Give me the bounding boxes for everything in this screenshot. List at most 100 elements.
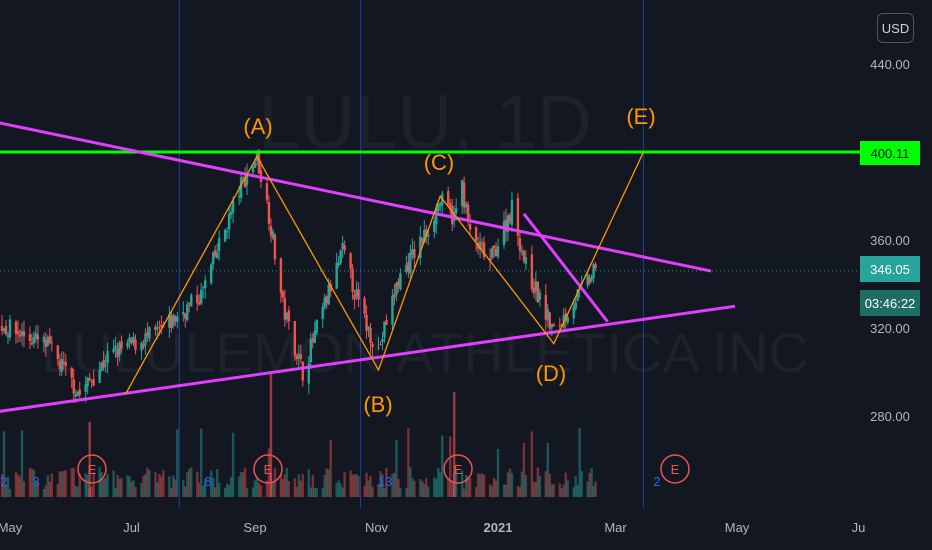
volume-bar [548,473,551,497]
candle-body [379,344,382,346]
candle-body [0,326,4,331]
time-axis[interactable]: May Jul Sep Nov 2021 Mar May Ju [0,520,865,535]
volume-bar [142,475,145,497]
candle-body [474,227,478,242]
candle-body [114,345,117,349]
volume-bar [349,470,352,497]
volume-bar [379,470,382,497]
candle-body [449,203,452,209]
volume-bar [44,485,48,497]
candle-body [421,237,424,243]
candle-body [140,342,143,351]
volume-bar [315,488,318,497]
volume-bar [520,471,524,497]
volume-axis-labels: 2 3 8 13 2 [0,474,660,489]
candle-body [433,220,436,232]
candle-body [50,342,54,344]
candle-body [518,237,522,251]
candle-body [279,258,283,293]
volume-bar [357,476,360,497]
volume-bar [241,472,245,497]
volume-bar [60,471,63,497]
candle-body [460,180,464,207]
volume-bar [102,478,105,497]
currency-button[interactable]: USD [877,13,914,43]
y-tick-label: 320.00 [870,321,910,336]
x-tick-label: May [0,520,23,535]
volume-bar [524,475,528,497]
candle-body [148,327,151,339]
candle-body [14,322,18,334]
wave-label: (E) [626,104,655,129]
candle-body [287,310,291,322]
volume-bar [28,467,32,497]
candle-body [134,339,137,351]
volume-bar [100,472,103,497]
candle-body [156,327,159,329]
candle-body [182,312,185,315]
volume-bar [532,481,536,497]
volume-bar [46,475,50,497]
time-axis-bg[interactable] [0,508,860,550]
volume-bar [574,476,577,497]
candle-body [462,182,466,208]
volume-bar [48,481,52,497]
candle-body [78,389,81,395]
volume-bar [140,482,143,497]
candle-body [22,331,26,337]
x-tick-label: Jul [123,520,140,535]
volume-bar [590,467,593,497]
short-trendline [522,212,609,323]
trendlines[interactable] [0,113,736,428]
volume-bar [460,470,464,497]
candle-body [209,264,213,283]
volume-bar [148,470,151,497]
earnings-marker-label: E [454,462,463,477]
candle-body [385,319,388,325]
candle-body [168,314,171,328]
volume-bar [464,475,468,497]
volume-bar [421,481,424,497]
volume-axis-label: 3 [32,474,39,489]
candle-body [257,153,261,174]
candle-body [239,177,243,199]
volume-bar [168,476,171,497]
candle-body [492,245,496,249]
candle-body [70,368,73,378]
candle-body [64,362,67,366]
candle-body [130,339,133,344]
candle-body [327,284,330,305]
candle-body [118,343,121,356]
countdown-badge [860,290,920,316]
candle-body [413,249,416,259]
volume-bar [592,485,595,497]
candle-body [160,324,163,327]
wave-lines[interactable] [0,151,644,442]
x-tick-label: Nov [365,520,389,535]
candle-body [213,250,217,256]
candle-body [419,236,422,259]
volume-bar [279,474,283,497]
volume-bar [186,472,189,497]
candle-body [355,289,358,297]
volume-bar [395,440,398,497]
volume-bar [522,442,526,497]
current-price-text: 346.05 [870,262,910,277]
candle-body [468,224,472,230]
candle-body [516,197,520,236]
candle-body [409,252,412,274]
volume-bar [586,481,589,497]
volume-bar [293,478,297,497]
volume-bar [251,487,255,497]
candle-body [407,262,410,272]
volume-bar [299,480,303,497]
volume-bar [441,435,444,497]
volume-bar [160,476,163,497]
volume-bar [580,470,583,497]
candle-body [18,334,22,337]
volume-bar [325,468,328,497]
volume-bar [327,469,330,497]
candle-body [32,337,36,344]
